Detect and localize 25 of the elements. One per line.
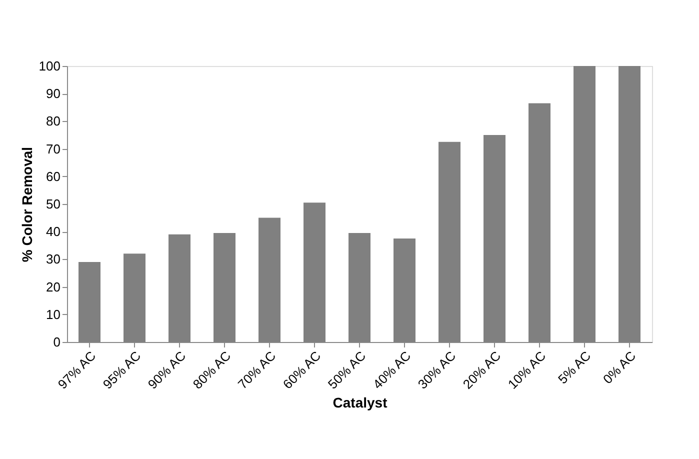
y-tick-label: 90: [46, 86, 60, 102]
y-tick-label: 0: [53, 334, 60, 350]
x-tick-label: 70% AC: [234, 348, 279, 392]
y-tick-label: 40: [46, 224, 60, 240]
y-tick-label: 100: [38, 58, 60, 74]
x-tick-label: 50% AC: [324, 348, 369, 392]
y-tick-label: 80: [46, 114, 60, 129]
y-tick-label: 70: [46, 141, 60, 156]
y-tick-label: 50: [46, 196, 60, 212]
y-axis-title: % Color Removal: [18, 146, 35, 262]
x-tick-label: 5% AC: [554, 348, 594, 387]
x-tick-label: 30% AC: [414, 348, 459, 392]
x-tick-label: 10% AC: [504, 348, 549, 392]
x-tick-label: 97% AC: [54, 348, 99, 392]
x-tick-label: 40% AC: [370, 348, 414, 392]
x-tick-label: 0% AC: [600, 348, 639, 387]
x-tick-label: 80% AC: [190, 348, 234, 392]
x-tick-label: 95% AC: [100, 348, 144, 392]
x-tick-label: 60% AC: [280, 348, 324, 392]
y-tick-label: 30: [46, 252, 60, 267]
y-tick-label: 10: [46, 306, 60, 322]
x-tick-label: 90% AC: [144, 348, 189, 392]
y-tick-label: 60: [46, 168, 60, 184]
y-tick-label: 20: [46, 279, 60, 294]
x-axis-title: Catalyst: [332, 394, 388, 410]
